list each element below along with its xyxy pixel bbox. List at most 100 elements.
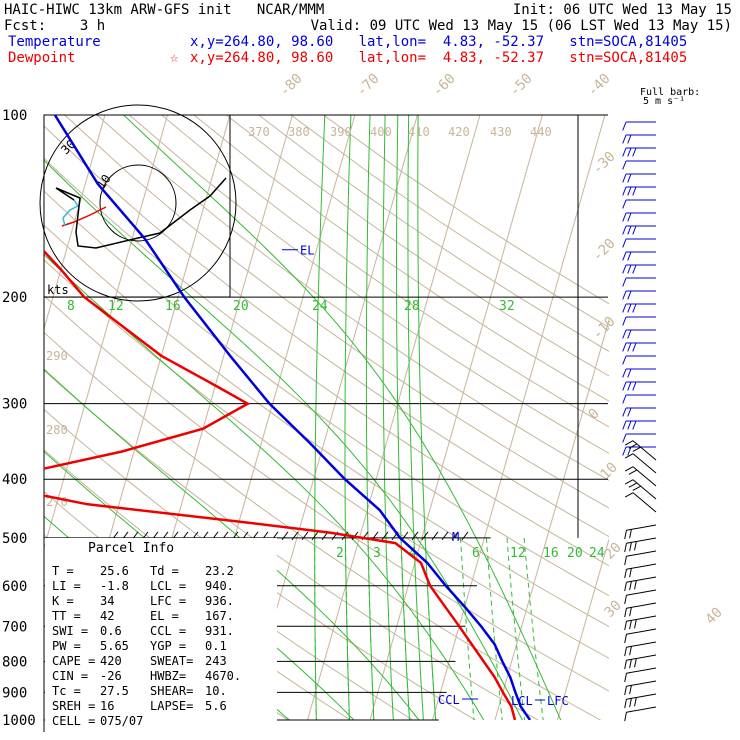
m-label: M [452, 530, 459, 544]
pressure-tick-label: 300 [2, 397, 27, 413]
wind-barb-staff [626, 550, 657, 557]
wind-barb-flag [624, 595, 627, 605]
wind-barb-flag [627, 420, 632, 430]
wind-barb-flag [622, 121, 627, 131]
hatch-mark [291, 531, 299, 541]
wind-barb-flag [622, 160, 627, 170]
parcel-value: 167. [205, 609, 234, 623]
pressure-tick-label: 400 [2, 472, 27, 488]
wind-barb-flag [622, 368, 627, 378]
wind-barb-flag [624, 621, 627, 631]
mixing-ratio-label-upper: 32 [499, 299, 515, 314]
wind-barb-flag [627, 342, 632, 352]
hodograph-ring-10 [99, 164, 177, 242]
wind-barb-flag [627, 264, 632, 274]
wind-barb-flag [627, 186, 632, 196]
parcel-value: 0.1 [205, 639, 227, 653]
wind-barb-flag [632, 264, 637, 274]
wind-barb-staff [626, 628, 657, 635]
isotherm-line [679, 115, 740, 733]
wind-barb-flag [622, 446, 627, 456]
wind-barb-flag [632, 186, 637, 196]
parcel-value: 25.6 [100, 564, 129, 578]
wind-barb-flag [622, 303, 627, 313]
wind-barb-flag [622, 238, 627, 248]
hodograph-trace-cyan [62, 199, 80, 227]
dry-adiabat-line [128, 115, 609, 454]
dry-adiabat-line [44, 190, 609, 597]
parcel-value: 34 [100, 594, 114, 608]
wind-barb-flag [624, 556, 627, 566]
wind-barb-flag [622, 394, 627, 404]
parcel-label: YGP = [150, 639, 186, 653]
dry-adiabat-line [44, 224, 609, 628]
parcel-label: SWI = [52, 624, 88, 638]
parcel-value: 936. [205, 594, 234, 608]
wind-barb-flag [627, 173, 632, 183]
lfc-label: LFC [547, 694, 569, 708]
valid-time: Valid: 09 UTC Wed 13 May 15 (06 LST Wed … [310, 18, 732, 34]
parcel-label: SHEAR= [150, 684, 193, 698]
wind-barb-flag [627, 407, 632, 417]
theta-tick-label: 390 [330, 125, 352, 139]
mixing-ratio-label-lower: 4 [409, 546, 417, 561]
mixing-ratio-dashed-line [400, 537, 411, 720]
wind-barb-flag [634, 619, 637, 629]
wind-barb-flag [627, 134, 632, 144]
mixing-ratio-label-lower: 6 [472, 546, 480, 561]
parcel-value: 5.65 [100, 639, 129, 653]
temperature-tick-label: -20 [590, 236, 619, 265]
dry-adiabat-line [323, 115, 609, 305]
wind-barb-flag [629, 698, 632, 708]
wind-barb-flag [629, 607, 632, 617]
wind-barb-flag [622, 316, 627, 326]
wind-barb-flag [624, 466, 634, 472]
lcl-label: LCL [511, 694, 533, 708]
wind-barb-flag [627, 225, 632, 235]
mixing-ratio-label-upper: 16 [165, 299, 181, 314]
mixing-ratio-label-upper: 28 [404, 299, 420, 314]
wind-barb-flag [632, 420, 637, 430]
wind-barb-flag [624, 530, 627, 540]
hatch-mark [301, 531, 309, 541]
wind-barb-flag [624, 634, 627, 644]
wind-barb-flag [622, 212, 627, 222]
wind-barb-flag [634, 580, 637, 590]
wind-barb-flag [622, 290, 627, 300]
dry-adiabat-line [96, 115, 609, 481]
sounding-profiles [44, 115, 532, 720]
wind-barb-staff [632, 492, 657, 513]
wind-barb-flag [627, 212, 632, 222]
wind-barb-flag [622, 173, 627, 183]
wind-barb-flag [632, 485, 641, 491]
temperature-tick-label: 20 [602, 540, 625, 563]
parcel-value: 931. [205, 624, 234, 638]
parcel-value: 420 [100, 654, 122, 668]
temperature-tick-label: -40 [585, 71, 614, 100]
pressure-tick-label: 700 [2, 619, 27, 635]
hatch-mark [421, 531, 429, 541]
theta-tick-label: 430 [490, 125, 512, 139]
wind-barb-flag [622, 199, 627, 209]
parcel-label: HWBZ= [150, 669, 186, 683]
theta-tick-label: 290 [46, 349, 68, 363]
level-annotations: EL M CCL LCL LFC [282, 244, 569, 708]
wind-barb-flag [622, 329, 627, 339]
parcel-label: LAPSE= [150, 699, 193, 713]
hatch-mark [311, 531, 319, 541]
theta-tick-label: 380 [288, 125, 310, 139]
parcel-label: LCL = [150, 579, 186, 593]
hatch-mark [401, 531, 409, 541]
wind-barb-flag [627, 147, 632, 157]
wind-barb-flag [622, 420, 627, 430]
parcel-label: Tc = [52, 684, 81, 698]
wind-barb-flag [622, 134, 627, 144]
wind-barb-flag [627, 290, 632, 300]
theta-tick-label: 400 [370, 125, 392, 139]
wind-barb-flag [629, 659, 632, 669]
moist-adiabat-line [44, 368, 420, 720]
isotherm-line [431, 115, 606, 720]
parcel-value: 10. [205, 684, 227, 698]
